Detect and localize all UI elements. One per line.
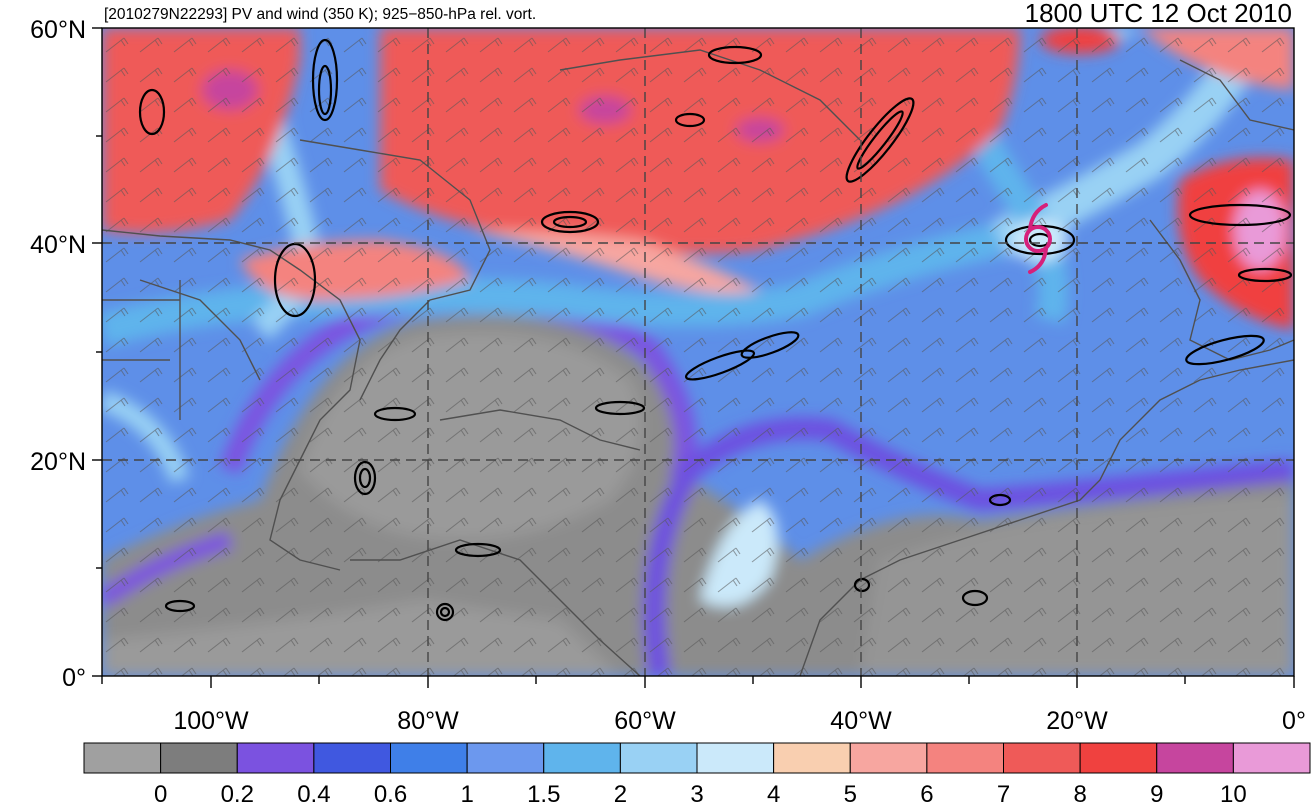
colorbar-swatch xyxy=(236,742,315,774)
wind-barbs xyxy=(102,28,1294,676)
colorbar-label: 7 xyxy=(997,781,1010,804)
colorbar-swatch xyxy=(1232,742,1311,774)
colorbar-swatch xyxy=(849,742,928,774)
colorbar-label: 0 xyxy=(154,781,167,804)
lon-label-80w: 80°W xyxy=(397,707,459,735)
lon-label-100w: 100°W xyxy=(173,707,249,735)
colorbar-swatch xyxy=(466,742,545,774)
lon-label-20w: 20°W xyxy=(1046,707,1108,735)
colorbar-label: 9 xyxy=(1150,781,1163,804)
colorbar-swatch xyxy=(926,742,1004,774)
lat-label-40n: 40°N xyxy=(30,231,86,259)
figure-right-title: 1800 UTC 12 Oct 2010 xyxy=(1025,0,1292,28)
colorbar-label: 6 xyxy=(920,781,933,804)
colorbar-label: 1 xyxy=(460,781,473,804)
lat-label-eq: 0° xyxy=(62,664,86,692)
colorbar-swatch xyxy=(1003,742,1081,774)
colorbar-label: 8 xyxy=(1073,781,1086,804)
colorbar-swatch xyxy=(313,742,391,774)
colorbar-swatch xyxy=(83,742,162,774)
lat-label-60n: 60°N xyxy=(30,16,86,44)
colorbar-swatch xyxy=(1156,742,1234,774)
colorbar-label: 1.5 xyxy=(527,781,560,804)
colorbar-swatch xyxy=(619,742,698,774)
figure-left-title: [2010279N22293] PV and wind (350 K); 925… xyxy=(104,6,536,23)
colorbar-label: 4 xyxy=(767,781,780,804)
colorbar: 0 0.2 0.4 0.6 1 1.5 2 3 4 5 6 7 8 9 10 xyxy=(83,742,1311,804)
colorbar-swatch xyxy=(160,742,238,774)
colorbar-label: 3 xyxy=(690,781,703,804)
tropical-cyclone-icon xyxy=(1024,203,1052,274)
axis-ticks xyxy=(92,27,1295,688)
colorbar-label: 10 xyxy=(1220,781,1247,804)
lon-label-40w: 40°W xyxy=(830,707,892,735)
colorbar-swatch xyxy=(543,742,621,774)
colorbar-label: 0.6 xyxy=(374,781,407,804)
lat-label-20n: 20°N xyxy=(30,448,86,476)
colorbar-swatch xyxy=(696,742,775,774)
colorbar-label: 0.4 xyxy=(297,781,330,804)
colorbar-swatch xyxy=(1079,742,1158,774)
colorbar-label: 2 xyxy=(614,781,627,804)
lon-label-0: 0° xyxy=(1282,707,1306,735)
graticule xyxy=(102,28,1294,676)
colorbar-swatch xyxy=(390,742,468,774)
colorbar-swatch xyxy=(773,742,851,774)
colorbar-label: 5 xyxy=(844,781,857,804)
vorticity-contours xyxy=(138,38,1293,622)
lon-label-60w: 60°W xyxy=(614,707,676,735)
colorbar-label: 0.2 xyxy=(221,781,254,804)
